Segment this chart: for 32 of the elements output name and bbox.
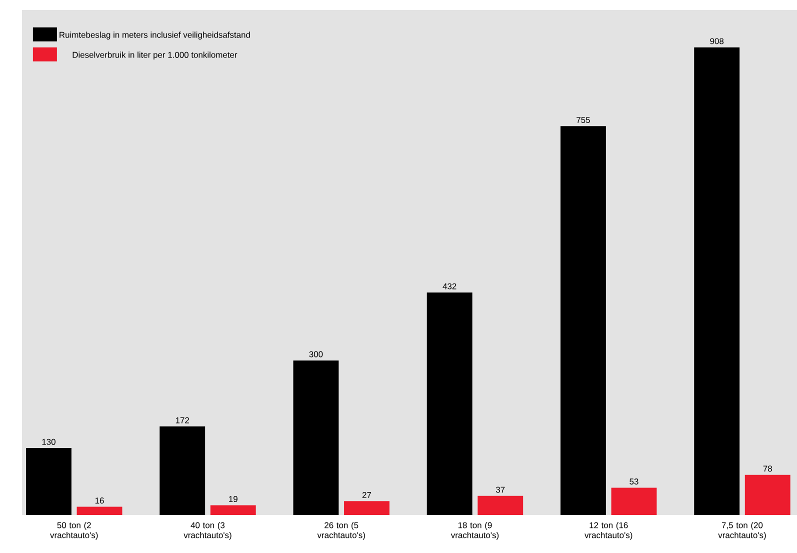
x-tick-label: 26 ton (5 vrachtauto's): [317, 522, 365, 540]
data-label: 130: [42, 438, 56, 445]
bar: [210, 505, 256, 515]
data-label: 300: [309, 351, 323, 358]
x-tick-label: 50 ton (2 vrachtauto's): [50, 522, 98, 540]
bar: [344, 501, 390, 515]
x-tick-label: 40 ton (3 vrachtauto's): [184, 522, 232, 540]
bar: [560, 126, 606, 515]
bar: [611, 488, 657, 515]
x-tick-label: 7,5 ton (20 vrachtauto's): [718, 522, 766, 540]
legend-label: Dieselverbruik in liter per 1.000 tonkilometer: [72, 52, 238, 60]
data-label: 755: [576, 117, 590, 123]
data-label: 78: [763, 466, 772, 472]
data-label: 432: [442, 283, 456, 290]
data-label: 172: [176, 417, 189, 424]
data-label: 16: [95, 498, 104, 504]
legend-label: Ruimtebeslag in meters inclusief veiligheidsafstand: [60, 32, 250, 40]
x-tick-label: 12 ton (16 vrachtauto's): [584, 522, 632, 540]
x-tick-label: 18 ton (9 vrachtauto's): [450, 522, 499, 540]
data-label: 908: [710, 38, 724, 44]
data-label: 27: [362, 492, 372, 498]
bar: [744, 474, 790, 515]
bar: [26, 448, 72, 515]
bar: [478, 496, 524, 515]
data-label: 53: [630, 478, 638, 484]
bar: [694, 47, 740, 515]
bar: [293, 360, 339, 515]
bar: [160, 426, 206, 515]
data-label: 19: [229, 496, 238, 502]
bar: [426, 292, 472, 515]
bar: [76, 506, 122, 515]
data-label: 37: [496, 486, 505, 493]
